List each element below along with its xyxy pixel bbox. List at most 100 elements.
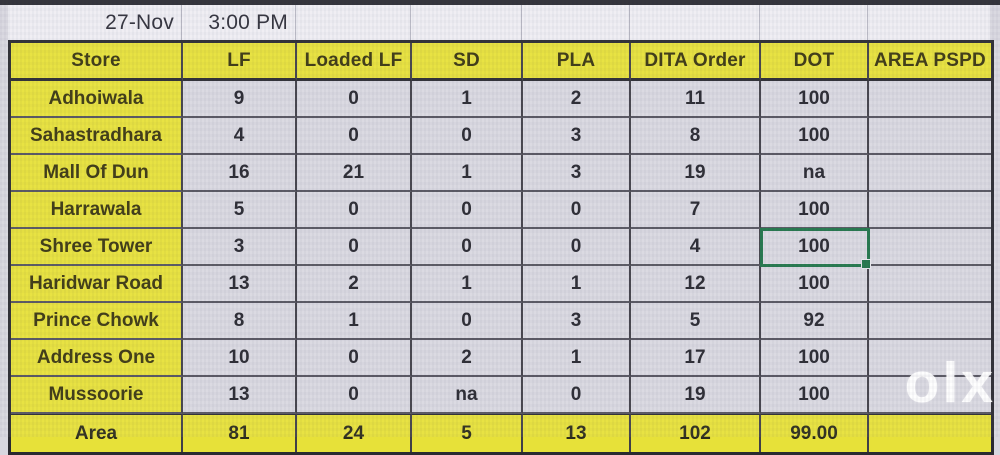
total-label-cell[interactable]: Area bbox=[11, 414, 183, 452]
column-header[interactable]: DOT bbox=[761, 43, 869, 81]
empty-cell[interactable] bbox=[411, 5, 522, 40]
value-cell[interactable]: 1 bbox=[297, 303, 412, 340]
value-cell[interactable] bbox=[869, 303, 991, 340]
value-cell[interactable]: 13 bbox=[183, 266, 297, 303]
value-cell[interactable]: 3 bbox=[183, 229, 297, 266]
value-cell[interactable]: 11 bbox=[631, 81, 761, 118]
value-cell[interactable]: 92 bbox=[761, 303, 869, 340]
value-cell[interactable]: 9 bbox=[183, 81, 297, 118]
column-header[interactable]: Store bbox=[11, 43, 183, 81]
value-cell[interactable]: 16 bbox=[183, 155, 297, 192]
date-cell[interactable]: 27-Nov bbox=[8, 5, 182, 40]
date-time-row: 27-Nov 3:00 PM bbox=[8, 5, 990, 41]
value-cell[interactable] bbox=[869, 340, 991, 377]
column-header[interactable]: LF bbox=[183, 43, 297, 81]
column-header[interactable]: PLA bbox=[523, 43, 631, 81]
value-cell[interactable]: na bbox=[761, 155, 869, 192]
value-cell[interactable]: 100 bbox=[761, 266, 869, 303]
store-cell[interactable]: Shree Tower bbox=[11, 229, 183, 266]
value-cell[interactable]: 0 bbox=[297, 340, 412, 377]
value-cell[interactable] bbox=[869, 81, 991, 118]
value-cell[interactable]: 10 bbox=[183, 340, 297, 377]
store-cell[interactable]: Prince Chowk bbox=[11, 303, 183, 340]
value-cell[interactable]: 12 bbox=[631, 266, 761, 303]
total-value-cell[interactable]: 81 bbox=[183, 414, 297, 452]
value-cell[interactable]: 100 bbox=[761, 340, 869, 377]
value-cell[interactable]: 3 bbox=[523, 155, 631, 192]
value-cell[interactable]: 0 bbox=[297, 81, 412, 118]
value-cell[interactable]: 17 bbox=[631, 340, 761, 377]
value-cell[interactable]: 1 bbox=[412, 81, 523, 118]
column-header[interactable]: DITA Order bbox=[631, 43, 761, 81]
total-value-cell[interactable]: 102 bbox=[631, 414, 761, 452]
value-cell[interactable]: 1 bbox=[412, 266, 523, 303]
total-value-cell[interactable]: 13 bbox=[523, 414, 631, 452]
value-cell[interactable]: 0 bbox=[523, 192, 631, 229]
value-cell[interactable]: 19 bbox=[631, 155, 761, 192]
value-cell[interactable]: 4 bbox=[183, 118, 297, 155]
empty-cell[interactable] bbox=[630, 5, 760, 40]
value-cell[interactable]: 5 bbox=[183, 192, 297, 229]
value-cell[interactable] bbox=[869, 266, 991, 303]
time-cell[interactable]: 3:00 PM bbox=[182, 5, 296, 40]
total-value-cell[interactable] bbox=[869, 414, 991, 452]
value-cell[interactable]: 4 bbox=[631, 229, 761, 266]
value-cell[interactable]: 19 bbox=[631, 377, 761, 414]
empty-cell[interactable] bbox=[522, 5, 630, 40]
value-cell[interactable]: 1 bbox=[523, 266, 631, 303]
value-cell[interactable]: 0 bbox=[412, 303, 523, 340]
value-cell[interactable]: 0 bbox=[297, 377, 412, 414]
store-cell[interactable]: Address One bbox=[11, 340, 183, 377]
total-value-cell[interactable]: 99.00 bbox=[761, 414, 869, 452]
value-cell[interactable] bbox=[869, 192, 991, 229]
store-cell[interactable]: Sahastradhara bbox=[11, 118, 183, 155]
value-cell[interactable] bbox=[869, 155, 991, 192]
value-cell[interactable]: 2 bbox=[523, 81, 631, 118]
value-cell[interactable]: 5 bbox=[631, 303, 761, 340]
value-cell[interactable]: 100 bbox=[761, 192, 869, 229]
store-cell[interactable]: Mall Of Dun bbox=[11, 155, 183, 192]
value-cell[interactable]: 2 bbox=[297, 266, 412, 303]
value-cell[interactable]: 21 bbox=[297, 155, 412, 192]
value-cell[interactable]: 8 bbox=[183, 303, 297, 340]
value-cell[interactable]: 1 bbox=[523, 340, 631, 377]
store-cell[interactable]: Mussoorie bbox=[11, 377, 183, 414]
value-cell[interactable]: 100 bbox=[761, 118, 869, 155]
value-cell[interactable] bbox=[869, 118, 991, 155]
column-header[interactable]: AREA PSPD bbox=[869, 43, 991, 81]
value-cell[interactable]: 13 bbox=[183, 377, 297, 414]
value-cell[interactable]: 1 bbox=[412, 155, 523, 192]
value-cell[interactable]: 0 bbox=[523, 229, 631, 266]
value-cell[interactable] bbox=[869, 377, 991, 414]
value-cell[interactable]: 0 bbox=[412, 192, 523, 229]
value-cell[interactable]: 8 bbox=[631, 118, 761, 155]
empty-cell[interactable] bbox=[760, 5, 868, 40]
empty-cell[interactable] bbox=[868, 5, 990, 40]
column-header[interactable]: SD bbox=[412, 43, 523, 81]
value-cell[interactable]: 0 bbox=[297, 118, 412, 155]
store-cell[interactable]: Haridwar Road bbox=[11, 266, 183, 303]
value-cell[interactable]: 0 bbox=[412, 118, 523, 155]
empty-cell[interactable] bbox=[296, 5, 411, 40]
total-value-cell[interactable]: 5 bbox=[412, 414, 523, 452]
value-cell[interactable]: 0 bbox=[297, 229, 412, 266]
value-cell[interactable]: na bbox=[412, 377, 523, 414]
value-cell[interactable]: 100 bbox=[761, 377, 869, 414]
value-cell[interactable]: 2 bbox=[412, 340, 523, 377]
value-cell[interactable]: 100 bbox=[761, 81, 869, 118]
screen-top-edge bbox=[0, 0, 1000, 5]
total-value-cell[interactable]: 24 bbox=[297, 414, 412, 452]
olx-watermark-logo: olx bbox=[904, 351, 996, 415]
value-cell[interactable]: 3 bbox=[523, 118, 631, 155]
column-header[interactable]: Loaded LF bbox=[297, 43, 412, 81]
selected-cell[interactable]: 100 bbox=[760, 228, 871, 269]
value-cell[interactable]: 0 bbox=[523, 377, 631, 414]
store-cell[interactable]: Harrawala bbox=[11, 192, 183, 229]
value-cell[interactable] bbox=[869, 229, 991, 266]
store-table: Store LF Loaded LF SD PLA DITA Order DOT AREA P… bbox=[8, 40, 994, 455]
value-cell[interactable]: 7 bbox=[631, 192, 761, 229]
store-cell[interactable]: Adhoiwala bbox=[11, 81, 183, 118]
value-cell[interactable]: 3 bbox=[523, 303, 631, 340]
value-cell[interactable]: 0 bbox=[412, 229, 523, 266]
value-cell[interactable]: 0 bbox=[297, 192, 412, 229]
